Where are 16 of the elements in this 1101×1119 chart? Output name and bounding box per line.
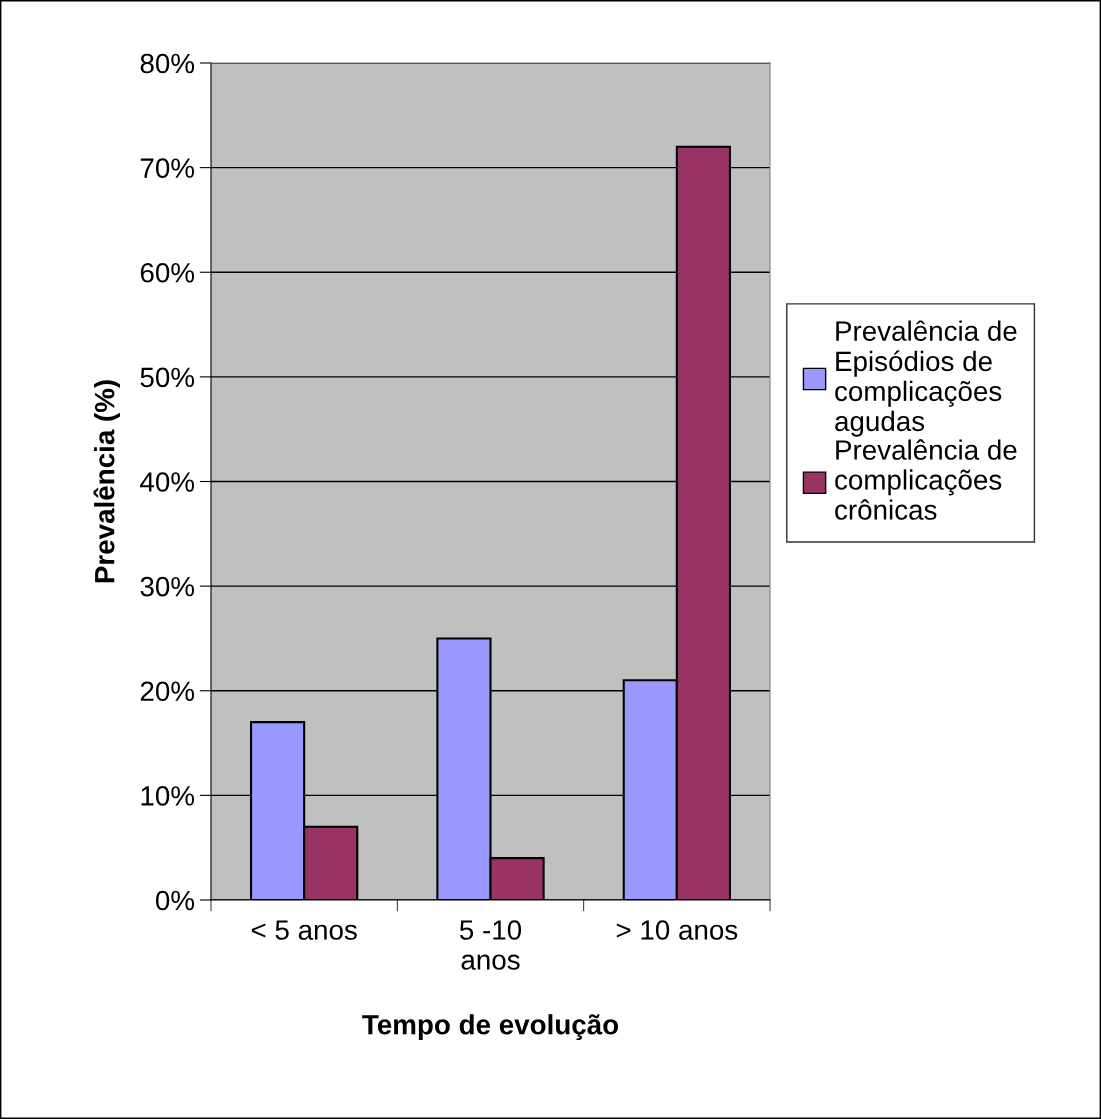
x-tick-label: 5 -10 anos xyxy=(459,920,522,970)
y-axis-title: Prevalência (%) xyxy=(93,380,120,583)
y-tick-label: 30% xyxy=(140,576,195,597)
x-tick-label: > 10 anos xyxy=(616,920,738,940)
y-tick-label: 80% xyxy=(140,53,195,74)
x-axis-title: Tempo de evolução xyxy=(362,1014,619,1041)
y-tick-label: 20% xyxy=(140,681,195,702)
legend-label: Prevalência de Episódios de complicações agudas xyxy=(835,320,1017,437)
x-tick-label: < 5 anos xyxy=(251,920,357,940)
legend-label: Prevalência de complicações crônicas xyxy=(835,439,1017,520)
y-tick-label: 70% xyxy=(140,158,195,178)
y-tick-label: 10% xyxy=(141,786,195,806)
y-tick-label: 60% xyxy=(140,262,195,283)
y-tick-label: 50% xyxy=(140,367,195,388)
y-tick-label: 40% xyxy=(140,472,195,492)
y-tick-label: 0% xyxy=(155,890,195,911)
